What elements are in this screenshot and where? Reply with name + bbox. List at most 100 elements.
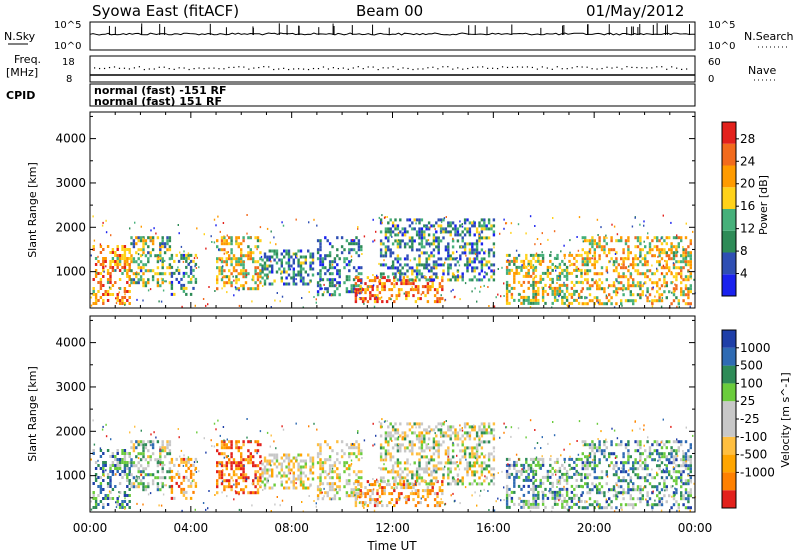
power-speckle [178,232,180,235]
power-cell [600,287,604,291]
power-speckle [281,295,284,298]
velocity-cell [360,485,363,489]
power-cell [396,269,400,273]
power-cell [230,272,233,276]
velocity-cell [254,470,257,474]
velocity-cell [383,486,386,490]
velocity-cell [658,497,661,501]
velocity-cell [254,491,257,495]
velocity-cell [586,485,589,489]
power-cell [402,282,406,286]
velocity-cell [116,464,119,467]
power-speckle [397,239,400,242]
velocity-cell [411,473,414,477]
power-cell [620,257,623,261]
velocity-cell [242,473,245,477]
velocity-cell [610,443,613,447]
velocity-cell [130,446,133,450]
power-cell [527,301,530,305]
velocity-cell [427,446,431,450]
power-cell [449,254,452,258]
velocity-cell [220,464,224,468]
velocity-cell [475,455,479,459]
velocity-cell [627,491,630,495]
velocity-cell [537,463,540,467]
power-cell [263,261,267,265]
power-speckle [140,269,142,272]
velocity-speckle [378,420,380,423]
velocity-cell [668,470,671,474]
power-cell [438,285,442,289]
velocity-cell [109,485,112,488]
power-cell [118,254,122,257]
power-cell [121,302,124,305]
velocity-cell [240,458,243,462]
velocity-cell [684,461,688,465]
power-colorbar-tick-label: 4 [740,267,748,281]
velocity-cell [641,488,644,492]
velocity-cell [658,458,661,462]
power-cell [663,278,666,282]
velocity-cell [617,467,620,471]
power-cell [461,251,464,255]
power-cell [492,224,496,228]
power-cell [456,227,460,231]
velocity-cell [646,500,649,504]
velocity-cell [575,478,578,482]
power-cell [451,275,455,279]
power-cell [426,285,430,289]
power-cell [593,251,596,255]
velocity-cell [534,463,538,467]
velocity-cell [480,452,484,456]
velocity-cell [182,475,186,479]
power-colorbar-segment [722,143,736,166]
power-cell [505,286,509,290]
velocity-cell [463,425,467,429]
power-cell [427,254,431,258]
velocity-cell [302,459,305,463]
power-cell [170,271,174,275]
power-speckle [576,236,578,238]
velocity-cell [687,494,690,498]
velocity-cell [418,437,421,441]
power-cell [94,299,98,302]
power-cell [492,263,496,267]
power-cell [483,224,486,228]
power-cell [596,242,599,246]
power-cell [556,265,559,269]
nave-dot [686,68,688,70]
power-cell [123,302,127,305]
power-cell [182,256,186,260]
velocity-cell [537,502,540,506]
power-speckle [295,218,297,221]
power-cell [423,224,426,228]
velocity-cell [411,431,414,435]
velocity-cell [423,467,426,471]
velocity-cell [527,466,530,470]
power-cell [225,263,228,267]
velocity-cell [345,443,349,447]
power-cell [394,272,397,276]
power-cell [352,239,356,243]
velocity-cell [338,497,341,501]
velocity-cell [551,496,554,500]
power-cell [505,301,509,305]
velocity-cell [665,500,668,504]
power-cell [343,248,346,252]
nave-dot [591,68,593,70]
power-cell [331,272,334,276]
velocity-speckle [207,507,209,510]
velocity-cell [466,473,469,477]
power-cell [405,282,408,286]
velocity-cell [381,486,384,490]
velocity-cell [558,496,562,500]
power-colorbar-tick-label: 24 [740,154,755,168]
velocity-cell [641,467,644,471]
power-speckle [293,253,295,256]
power-speckle [155,232,157,235]
velocity-speckle [372,444,374,447]
power-speckle [193,257,196,260]
velocity-cell [529,487,533,491]
velocity-cell [111,497,115,500]
power-cell [228,269,231,273]
